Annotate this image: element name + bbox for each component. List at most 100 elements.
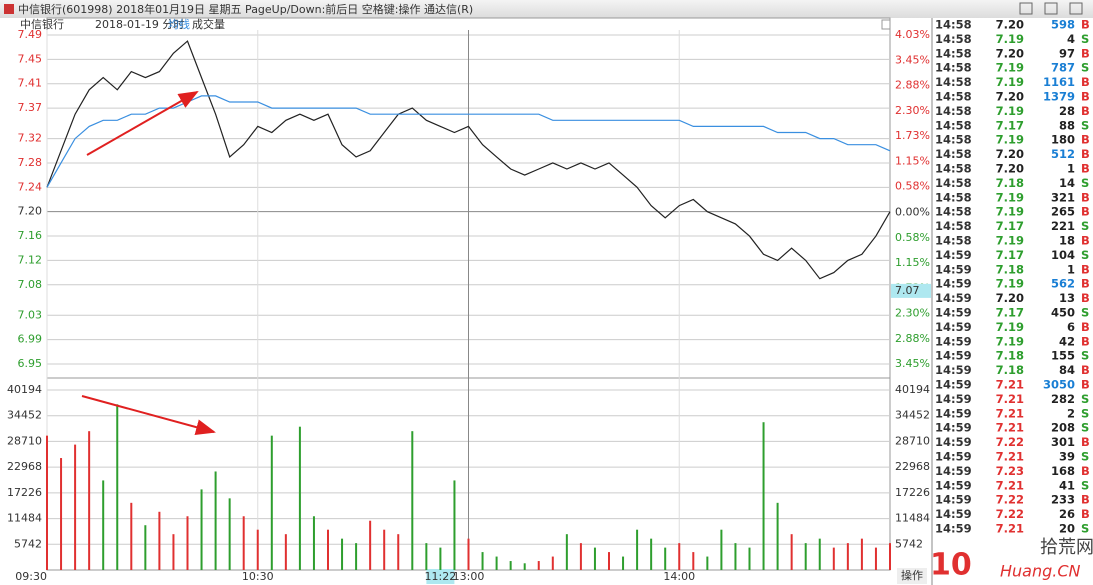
title-bar xyxy=(0,0,1093,18)
y-tick-label: 40194 xyxy=(7,383,42,396)
trade-price: 7.19 xyxy=(996,205,1024,219)
trade-volume: 6 xyxy=(1067,320,1075,334)
volume-bar xyxy=(116,404,119,570)
volume-bar xyxy=(622,556,625,570)
volume-bar xyxy=(889,543,891,570)
trade-time: 14:59 xyxy=(935,392,972,406)
trade-volume: 598 xyxy=(1051,18,1075,32)
y-tick-label: 6.95 xyxy=(18,357,43,370)
y2-tick-label: 1.73% xyxy=(895,129,930,142)
trade-side: B xyxy=(1081,378,1090,392)
trade-price: 7.21 xyxy=(996,392,1024,406)
trade-time: 14:59 xyxy=(935,363,972,377)
chart-title: 中信银行 xyxy=(20,17,64,31)
trade-price: 7.19 xyxy=(996,61,1024,75)
trade-side: S xyxy=(1081,421,1089,435)
volume-bar xyxy=(60,458,63,570)
trade-side: S xyxy=(1081,450,1089,464)
volume-bar xyxy=(636,529,639,570)
trade-time: 14:59 xyxy=(935,478,972,492)
trade-time: 14:59 xyxy=(935,291,972,305)
y-tick-label: 7.16 xyxy=(18,229,43,242)
y2-tick-label: 28710 xyxy=(895,434,930,447)
toggle-icon[interactable] xyxy=(881,19,891,30)
volume-bar xyxy=(144,525,147,570)
trade-side: B xyxy=(1081,133,1090,147)
window-controls[interactable] xyxy=(1019,2,1083,15)
y2-tick-label: 3.45% xyxy=(895,54,930,67)
y-tick-label: 7.28 xyxy=(18,156,43,169)
cursor-time: 11:22 xyxy=(425,570,457,583)
trade-volume: 20 xyxy=(1059,522,1075,536)
restore[interactable] xyxy=(1044,2,1058,15)
trade-volume: 1 xyxy=(1067,162,1075,176)
trade-time: 14:58 xyxy=(935,234,972,248)
trade-time: 14:59 xyxy=(935,334,972,348)
volume-bar xyxy=(818,538,821,570)
volume-bar xyxy=(383,529,386,570)
volume-bar xyxy=(608,552,610,570)
y-tick-label: 17226 xyxy=(7,486,42,499)
volume-bar xyxy=(551,556,554,570)
trade-side: B xyxy=(1081,464,1090,478)
trade-time: 14:58 xyxy=(935,90,972,104)
trade-volume: 301 xyxy=(1051,435,1075,449)
y-tick-label: 5742 xyxy=(14,537,42,550)
volume-bar xyxy=(327,529,329,570)
trade-price: 7.22 xyxy=(996,435,1024,449)
volume-bar xyxy=(706,556,709,570)
cursor-value-box xyxy=(891,283,931,298)
trade-time: 14:59 xyxy=(935,406,972,420)
volume-bar xyxy=(200,489,203,570)
trade-time: 14:59 xyxy=(935,507,972,521)
trade-side: B xyxy=(1081,46,1090,60)
trade-time: 14:59 xyxy=(935,349,972,363)
trade-price: 7.19 xyxy=(996,133,1024,147)
volume-bar xyxy=(832,547,835,570)
trade-price: 7.19 xyxy=(996,234,1024,248)
volume-bar xyxy=(242,516,245,570)
x-tick-label: 09:30 xyxy=(15,570,47,583)
trade-volume: 97 xyxy=(1059,46,1075,60)
volume-bar xyxy=(481,552,484,570)
action-label[interactable]: 操作 xyxy=(901,568,923,582)
watermark: 10 Huang.CN 拾荒网 xyxy=(930,537,1093,583)
trade-price: 7.21 xyxy=(996,522,1024,536)
watermark-site: Huang.CN xyxy=(1000,562,1081,581)
x-tick-label: 13:00 xyxy=(453,570,485,583)
trade-side: S xyxy=(1081,118,1089,132)
trade-side: B xyxy=(1081,205,1090,219)
trade-volume: 26 xyxy=(1059,507,1075,521)
x-tick-label: 10:30 xyxy=(242,570,274,583)
trade-time: 14:58 xyxy=(935,219,972,233)
trade-volume: 180 xyxy=(1051,133,1075,147)
volume-bar xyxy=(762,422,765,570)
trade-time: 14:58 xyxy=(935,32,972,46)
y-tick-label: 7.24 xyxy=(18,180,43,193)
trade-side: B xyxy=(1081,147,1090,161)
action-button[interactable] xyxy=(897,568,927,584)
trade-volume: 221 xyxy=(1051,219,1075,233)
minimize[interactable] xyxy=(1019,2,1033,15)
trade-time: 14:58 xyxy=(935,176,972,190)
trade-volume: 84 xyxy=(1059,363,1075,377)
volume-bar xyxy=(650,538,653,570)
trade-side: S xyxy=(1081,522,1089,536)
trade-volume: 88 xyxy=(1059,118,1075,132)
trade-price: 7.20 xyxy=(996,291,1024,305)
volume-bar xyxy=(874,547,877,570)
trade-time: 14:58 xyxy=(935,18,972,32)
y-tick-label: 7.37 xyxy=(18,101,43,114)
volume-bar xyxy=(186,516,189,570)
trade-side: B xyxy=(1081,18,1090,32)
trade-time: 14:58 xyxy=(935,118,972,132)
y2-tick-label: 1.15% xyxy=(895,155,930,168)
trade-volume: 562 xyxy=(1051,277,1075,291)
close[interactable] xyxy=(1069,2,1083,15)
trade-side: B xyxy=(1081,334,1090,348)
y-tick-label: 7.08 xyxy=(18,278,43,291)
volume-bar xyxy=(397,534,400,570)
cursor-time-box xyxy=(426,569,455,584)
volume-bar xyxy=(228,498,231,570)
